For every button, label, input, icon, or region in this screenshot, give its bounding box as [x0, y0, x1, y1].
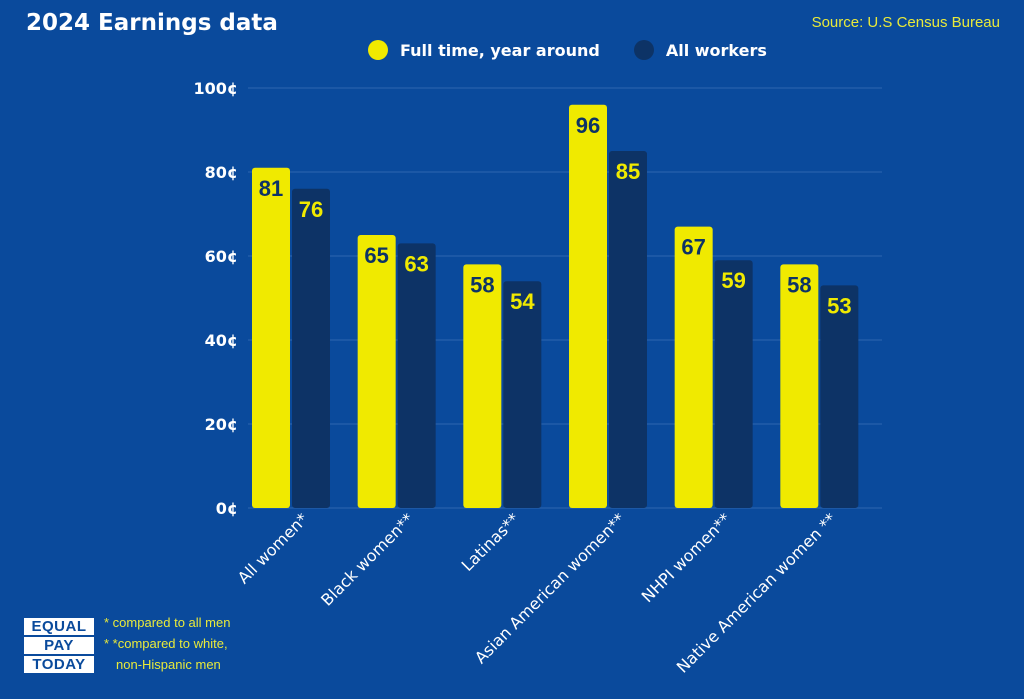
- data-label-0-3: 96: [576, 113, 600, 138]
- legend-item-all-workers: All workers: [633, 40, 767, 60]
- data-label-0-5: 58: [787, 272, 811, 297]
- data-label-0-2: 58: [470, 272, 494, 297]
- data-label-1-4: 59: [721, 268, 745, 293]
- bar-1-1: [397, 243, 436, 508]
- legend-label-all-workers: All workers: [665, 40, 767, 60]
- bar-0-5: [780, 264, 819, 508]
- equal-pay-today-logo: EQUAL PAY TODAY: [24, 618, 94, 675]
- bar-1-5: [820, 285, 859, 508]
- x-tick-label-0: All women*: [234, 509, 312, 587]
- footnote-3: non-Hispanic men: [116, 657, 221, 672]
- x-tick-label-4: NHPI women**: [638, 509, 735, 606]
- bar-0-2: [463, 264, 502, 508]
- bar-0-3: [569, 104, 607, 509]
- bar-0-4: [674, 226, 713, 508]
- x-tick-label-1: Black women**: [317, 509, 417, 609]
- source-note: Source: U.S Census Bureau: [811, 14, 1000, 31]
- logo-line-2: PAY: [24, 637, 94, 654]
- bar-1-2: [503, 281, 542, 508]
- chart-title: 2024 Earnings data: [26, 10, 278, 36]
- logo-line-1: EQUAL: [24, 618, 94, 635]
- bar-0-1: [357, 235, 396, 508]
- footnote-2: * *compared to white,: [104, 636, 228, 651]
- legend-dot-full-time: [368, 40, 388, 60]
- legend-item-full-time: Full time, year around: [368, 40, 600, 60]
- y-tick-label-3: 60¢: [205, 247, 238, 266]
- data-label-0-1: 65: [364, 243, 388, 268]
- y-tick-label-4: 80¢: [205, 163, 238, 182]
- footnote-1: * compared to all men: [104, 615, 231, 630]
- legend-dot-all-workers: [633, 40, 654, 60]
- bar-1-0: [292, 188, 330, 509]
- data-label-1-3: 85: [616, 159, 640, 184]
- logo-line-3: TODAY: [24, 656, 94, 673]
- footnotes: * compared to all men * *compared to whi…: [104, 612, 230, 675]
- bar-0-0: [252, 167, 290, 509]
- data-label-0-0: 81: [259, 176, 283, 201]
- x-tick-label-2: Latinas**: [458, 509, 524, 575]
- data-label-1-5: 53: [827, 293, 851, 318]
- bar-1-3: [609, 151, 647, 508]
- y-tick-label-0: 0¢: [216, 499, 238, 518]
- data-label-1-2: 54: [510, 289, 535, 314]
- y-tick-label-2: 40¢: [205, 331, 238, 350]
- data-label-0-4: 67: [681, 235, 705, 260]
- data-label-1-0: 76: [299, 197, 323, 222]
- y-tick-label-5: 100¢: [193, 79, 238, 98]
- legend-label-full-time: Full time, year around: [400, 40, 600, 60]
- data-label-1-1: 63: [404, 251, 428, 276]
- y-tick-label-1: 20¢: [205, 415, 238, 434]
- bar-1-4: [714, 260, 753, 508]
- legend: Full time, year around All workers: [368, 40, 801, 60]
